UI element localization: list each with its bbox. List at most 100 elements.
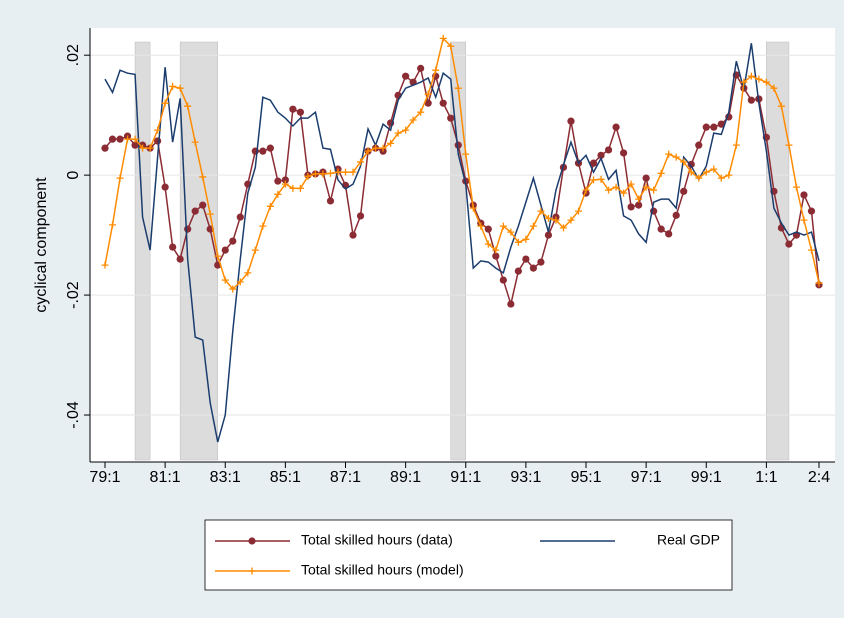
point: [559, 224, 567, 232]
point: [665, 150, 673, 158]
point: [417, 64, 425, 72]
point: [755, 75, 763, 83]
point: [717, 174, 725, 182]
point: [537, 207, 545, 215]
point: [680, 187, 688, 195]
point: [439, 99, 447, 107]
legend-marker: [248, 567, 256, 575]
point: [604, 146, 613, 154]
y-tick-label: -.02: [65, 281, 82, 309]
point: [687, 160, 695, 168]
shaded-period: [766, 41, 790, 461]
point: [702, 123, 710, 131]
point: [807, 207, 816, 215]
x-tick-label: 99:1: [691, 469, 722, 486]
point: [289, 184, 297, 192]
point: [131, 135, 139, 143]
point: [710, 165, 718, 173]
point: [800, 191, 808, 199]
point: [567, 117, 575, 125]
x-tick-label: 85:1: [270, 469, 301, 486]
point: [522, 235, 530, 243]
point: [236, 213, 244, 221]
point: [747, 96, 755, 104]
point: [657, 225, 665, 233]
point: [740, 78, 748, 86]
x-tick-label: 97:1: [631, 469, 662, 486]
x-tick-label: 89:1: [390, 469, 421, 486]
point: [229, 285, 237, 293]
point: [672, 153, 680, 161]
point: [266, 202, 274, 210]
point: [552, 216, 560, 224]
point: [635, 195, 643, 203]
x-tick-label: 91:1: [450, 469, 481, 486]
x-tick-label: 1:1: [755, 469, 777, 486]
x-tick-label: 81:1: [150, 469, 181, 486]
point: [356, 212, 365, 220]
point: [176, 84, 184, 92]
point: [695, 141, 703, 149]
point: [281, 176, 289, 184]
point: [492, 246, 500, 254]
point: [650, 186, 658, 194]
point: [259, 222, 267, 230]
point: [379, 144, 387, 152]
x-tick-label: 83:1: [210, 469, 241, 486]
point: [597, 175, 605, 183]
point: [326, 169, 334, 177]
point: [221, 276, 229, 284]
point: [169, 82, 177, 90]
point: [762, 78, 770, 86]
x-tick-label: 95:1: [570, 469, 601, 486]
point: [251, 246, 259, 254]
point: [665, 230, 673, 238]
y-tick-label: .02: [65, 44, 82, 66]
point: [372, 144, 380, 152]
point: [199, 201, 207, 209]
point: [484, 225, 492, 233]
point: [642, 183, 650, 191]
point: [349, 231, 357, 239]
legend-label: Total skilled hours (data): [301, 532, 453, 548]
point: [169, 243, 177, 251]
point: [146, 144, 154, 152]
point: [589, 159, 598, 167]
point: [492, 252, 500, 260]
x-tick-label: 79:1: [89, 469, 120, 486]
point: [281, 180, 289, 188]
point: [544, 231, 553, 239]
point: [424, 99, 432, 107]
shaded-period: [450, 41, 467, 461]
point: [364, 147, 372, 155]
point: [259, 147, 267, 155]
point: [635, 201, 643, 209]
point: [717, 120, 725, 128]
legend-marker: [248, 537, 256, 545]
point: [462, 150, 470, 158]
point: [574, 207, 582, 215]
point: [499, 222, 507, 230]
point: [567, 216, 575, 224]
point: [807, 246, 815, 254]
point: [447, 114, 455, 122]
point: [154, 137, 162, 145]
point: [725, 171, 733, 179]
point: [116, 174, 124, 182]
point: [274, 177, 282, 185]
point: [101, 144, 109, 152]
point: [529, 222, 537, 230]
point: [161, 183, 169, 191]
point: [777, 102, 785, 110]
legend-label: Real GDP: [657, 532, 720, 548]
point: [402, 126, 410, 134]
point: [319, 170, 327, 178]
shaded-period: [179, 41, 218, 461]
x-tick-label: 2:4: [808, 469, 830, 486]
point: [349, 168, 357, 176]
point: [394, 129, 402, 137]
point: [785, 240, 793, 248]
point: [274, 190, 282, 198]
point: [522, 255, 530, 263]
point: [815, 279, 823, 287]
